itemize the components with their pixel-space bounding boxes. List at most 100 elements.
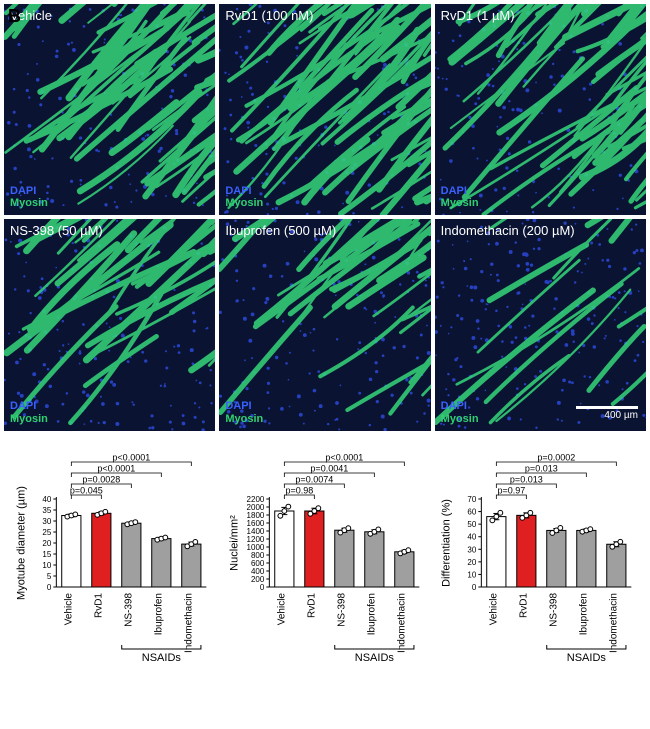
bar bbox=[122, 523, 141, 587]
svg-text:Vehicle: Vehicle bbox=[489, 592, 500, 625]
legend-myosin: Myosin bbox=[225, 197, 263, 209]
data-point bbox=[193, 539, 198, 544]
svg-text:10: 10 bbox=[42, 561, 51, 570]
data-point bbox=[494, 514, 499, 519]
svg-text:p<0.0001: p<0.0001 bbox=[97, 463, 135, 473]
micrograph: RvD1 (1 µM) DAPI Myosin bbox=[435, 4, 646, 215]
data-point bbox=[406, 547, 411, 552]
micrograph-legend: DAPI Myosin bbox=[441, 400, 479, 424]
svg-text:0: 0 bbox=[260, 583, 265, 592]
bar bbox=[152, 538, 171, 586]
data-point bbox=[498, 510, 503, 515]
micrograph: Vehicle DAPI Myosin bbox=[4, 4, 215, 215]
data-point bbox=[163, 535, 168, 540]
svg-text:Vehicle: Vehicle bbox=[276, 592, 287, 625]
svg-text:30: 30 bbox=[468, 545, 477, 554]
svg-text:70: 70 bbox=[468, 495, 477, 504]
micrograph-svg bbox=[219, 4, 430, 215]
svg-text:50: 50 bbox=[468, 520, 477, 529]
svg-text:35: 35 bbox=[42, 506, 51, 515]
svg-text:1600: 1600 bbox=[246, 519, 264, 528]
svg-text:200: 200 bbox=[251, 575, 265, 584]
svg-text:800: 800 bbox=[251, 551, 265, 560]
svg-text:p=0.98: p=0.98 bbox=[285, 485, 313, 495]
svg-text:20: 20 bbox=[468, 558, 477, 567]
svg-text:p=0.045: p=0.045 bbox=[70, 485, 103, 495]
bar bbox=[62, 515, 81, 587]
svg-text:Indomethacin: Indomethacin bbox=[609, 593, 620, 653]
svg-text:1200: 1200 bbox=[246, 535, 264, 544]
svg-text:400: 400 bbox=[251, 567, 265, 576]
micrograph-title: RvD1 (100 nM) bbox=[225, 8, 313, 23]
bar bbox=[577, 530, 596, 587]
svg-text:p=0.97: p=0.97 bbox=[498, 485, 526, 495]
data-point bbox=[133, 519, 138, 524]
micrograph: NS-398 (50 µM) DAPI Myosin bbox=[4, 219, 215, 430]
svg-text:5: 5 bbox=[47, 572, 52, 581]
svg-text:NS-398: NS-398 bbox=[123, 592, 134, 626]
micrograph: Ibuprofen (500 µM) DAPI Myosin bbox=[219, 219, 430, 430]
micrograph-title: NS-398 (50 µM) bbox=[10, 223, 103, 238]
bar bbox=[182, 544, 201, 587]
legend-dapi: DAPI bbox=[441, 400, 479, 412]
svg-text:p=0.013: p=0.013 bbox=[510, 474, 543, 484]
micrograph-legend: DAPI Myosin bbox=[10, 400, 48, 424]
legend-myosin: Myosin bbox=[10, 197, 48, 209]
data-point bbox=[282, 508, 287, 513]
legend-myosin: Myosin bbox=[441, 197, 479, 209]
charts-row: 0510152025303540Myotube diameter (µm)p=0… bbox=[4, 445, 646, 673]
micrograph-svg bbox=[435, 219, 646, 430]
svg-text:Nuclei/mm²: Nuclei/mm² bbox=[228, 515, 240, 571]
data-point bbox=[346, 525, 351, 530]
chart: 010203040506070Differentiation (%)p=0.97… bbox=[435, 445, 640, 665]
svg-text:p<0.0001: p<0.0001 bbox=[325, 452, 363, 462]
chart: 0200400600800100012001400160018002000220… bbox=[223, 445, 428, 665]
bar bbox=[92, 513, 111, 587]
data-point bbox=[376, 527, 381, 532]
micrograph-title: Ibuprofen (500 µM) bbox=[225, 223, 336, 238]
svg-text:Myotube diameter (µm): Myotube diameter (µm) bbox=[15, 486, 27, 600]
bar bbox=[517, 515, 536, 587]
svg-text:1800: 1800 bbox=[246, 511, 264, 520]
svg-text:p=0.0074: p=0.0074 bbox=[295, 474, 333, 484]
micrograph-svg bbox=[219, 219, 430, 430]
svg-text:p=0.0002: p=0.0002 bbox=[538, 452, 576, 462]
svg-text:0: 0 bbox=[472, 583, 477, 592]
svg-text:Indomethacin: Indomethacin bbox=[396, 593, 407, 653]
svg-text:2200: 2200 bbox=[246, 495, 264, 504]
svg-text:p<0.0001: p<0.0001 bbox=[112, 452, 150, 462]
micrograph-title: RvD1 (1 µM) bbox=[441, 8, 515, 23]
legend-myosin: Myosin bbox=[225, 413, 263, 425]
figure-panel-B: B Vehicle DAPI Myosin RvD1 (100 nM) DAPI… bbox=[0, 0, 650, 677]
svg-text:p=0.0041: p=0.0041 bbox=[310, 463, 348, 473]
legend-dapi: DAPI bbox=[441, 185, 479, 197]
data-point bbox=[103, 509, 108, 514]
bar bbox=[304, 511, 323, 587]
bar bbox=[334, 530, 353, 587]
svg-text:1000: 1000 bbox=[246, 543, 264, 552]
data-point bbox=[490, 518, 495, 523]
legend-dapi: DAPI bbox=[225, 400, 263, 412]
legend-myosin: Myosin bbox=[10, 413, 48, 425]
svg-text:1400: 1400 bbox=[246, 527, 264, 536]
data-point bbox=[316, 505, 321, 510]
legend-myosin: Myosin bbox=[441, 413, 479, 425]
svg-text:p=0.0028: p=0.0028 bbox=[82, 474, 120, 484]
data-point bbox=[618, 539, 623, 544]
svg-text:0: 0 bbox=[47, 583, 52, 592]
micrograph-legend: DAPI Myosin bbox=[225, 400, 263, 424]
micrograph-legend: DAPI Myosin bbox=[441, 185, 479, 209]
svg-text:RvD1: RvD1 bbox=[93, 592, 104, 617]
micrograph-svg bbox=[4, 219, 215, 430]
micrograph-legend: DAPI Myosin bbox=[10, 185, 48, 209]
svg-text:NSAIDs: NSAIDs bbox=[142, 652, 182, 664]
data-point bbox=[558, 525, 563, 530]
svg-text:Ibuprofen: Ibuprofen bbox=[153, 593, 164, 635]
bar bbox=[607, 544, 626, 587]
svg-text:Ibuprofen: Ibuprofen bbox=[366, 593, 377, 635]
data-point bbox=[73, 512, 78, 517]
svg-text:NSAIDs: NSAIDs bbox=[567, 652, 607, 664]
micrograph-legend: DAPI Myosin bbox=[225, 185, 263, 209]
data-point bbox=[588, 526, 593, 531]
bar bbox=[274, 511, 293, 587]
